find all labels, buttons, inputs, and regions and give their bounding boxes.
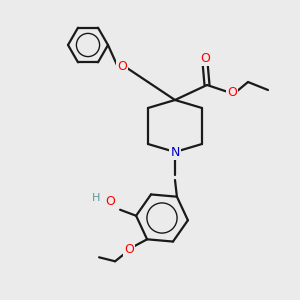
Text: N: N [170,146,180,158]
Text: O: O [200,52,210,64]
Text: O: O [117,59,127,73]
Text: O: O [124,243,134,256]
Text: O: O [227,85,237,98]
Text: O: O [105,195,115,208]
Text: H: H [92,193,100,203]
